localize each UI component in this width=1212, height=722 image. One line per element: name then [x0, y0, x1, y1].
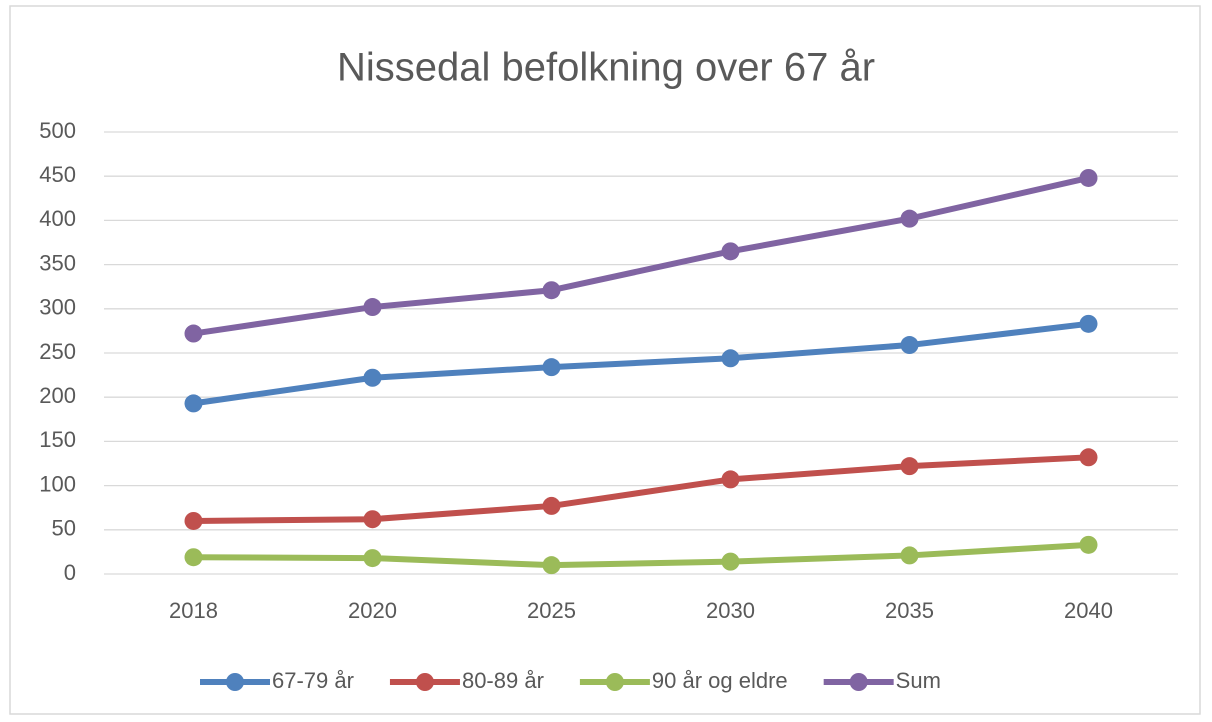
- data-point: [1079, 168, 1098, 187]
- data-point: [363, 549, 382, 568]
- x-tick-label: 2018: [169, 598, 218, 623]
- x-tick-label: 2020: [348, 598, 397, 623]
- data-point: [900, 546, 919, 565]
- data-point: [542, 281, 561, 300]
- series-line: [193, 541, 1089, 569]
- data-point: [184, 548, 203, 567]
- data-point: [1079, 448, 1098, 467]
- data-point: [184, 394, 203, 413]
- data-point: [721, 349, 740, 368]
- data-point: [1079, 314, 1098, 333]
- x-tick-label: 2030: [706, 598, 755, 623]
- chart-frame: [9, 5, 1201, 715]
- series-line: [193, 320, 1089, 407]
- data-point: [900, 209, 919, 228]
- y-tick-label: 100: [39, 471, 76, 496]
- data-point: [900, 457, 919, 476]
- y-tick-label: 150: [39, 427, 76, 452]
- data-point: [1079, 535, 1098, 554]
- data-point: [542, 496, 561, 515]
- data-point: [721, 552, 740, 571]
- series-line: [193, 454, 1089, 524]
- legend-marker: [226, 673, 244, 691]
- data-point: [542, 358, 561, 377]
- y-tick-label: 0: [64, 560, 76, 585]
- legend-label: Sum: [896, 668, 941, 693]
- y-tick-label: 450: [39, 162, 76, 187]
- y-tick-label: 350: [39, 250, 76, 275]
- data-point: [363, 368, 382, 387]
- data-point: [363, 298, 382, 317]
- chart-title: Nissedal befolkning over 67 år: [337, 46, 875, 90]
- legend-label: 80-89 år: [462, 668, 544, 693]
- y-tick-label: 200: [39, 383, 76, 408]
- data-point: [363, 510, 382, 529]
- legend-marker: [415, 673, 434, 691]
- data-point: [184, 324, 203, 343]
- y-tick-label: 250: [39, 339, 76, 364]
- data-point: [721, 242, 740, 261]
- legend-label: 67-79 år: [272, 668, 354, 693]
- legend-marker: [605, 673, 624, 691]
- x-tick-label: 2035: [885, 598, 934, 623]
- legend-label: 90 år og eldre: [652, 668, 788, 693]
- y-tick-label: 50: [52, 516, 76, 541]
- data-point: [542, 556, 561, 575]
- series-line: [193, 175, 1090, 337]
- data-point: [184, 511, 203, 530]
- x-tick-label: 2040: [1064, 598, 1113, 623]
- y-tick-label: 500: [39, 118, 76, 143]
- y-tick-label: 300: [39, 295, 76, 320]
- x-tick-label: 2025: [527, 598, 576, 623]
- y-tick-label: 400: [39, 206, 76, 231]
- legend-marker: [849, 673, 868, 691]
- data-point: [721, 470, 740, 489]
- data-point: [900, 336, 919, 355]
